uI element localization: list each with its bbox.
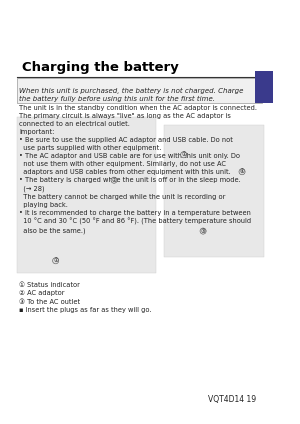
- Text: ③: ③: [201, 229, 206, 234]
- Text: The unit is in the standby condition when the AC adaptor is connected.
The prima: The unit is in the standby condition whe…: [20, 105, 257, 234]
- Text: Charging the battery: Charging the battery: [22, 61, 179, 74]
- Text: ④: ④: [240, 169, 244, 174]
- Text: When this unit is purchased, the battery is not charged. Charge
the battery full: When this unit is purchased, the battery…: [20, 88, 244, 102]
- FancyBboxPatch shape: [164, 125, 264, 257]
- Text: ②: ②: [112, 178, 116, 183]
- FancyBboxPatch shape: [17, 78, 262, 103]
- Text: ① Status indicator
② AC adaptor
③ To the AC outlet
▪ Insert the plugs as far as : ① Status indicator ② AC adaptor ③ To the…: [20, 282, 152, 313]
- Text: ①: ①: [181, 152, 186, 157]
- Text: ①: ①: [53, 258, 58, 263]
- FancyBboxPatch shape: [17, 117, 156, 273]
- FancyBboxPatch shape: [255, 71, 273, 103]
- Text: VQT4D14 19: VQT4D14 19: [208, 395, 256, 404]
